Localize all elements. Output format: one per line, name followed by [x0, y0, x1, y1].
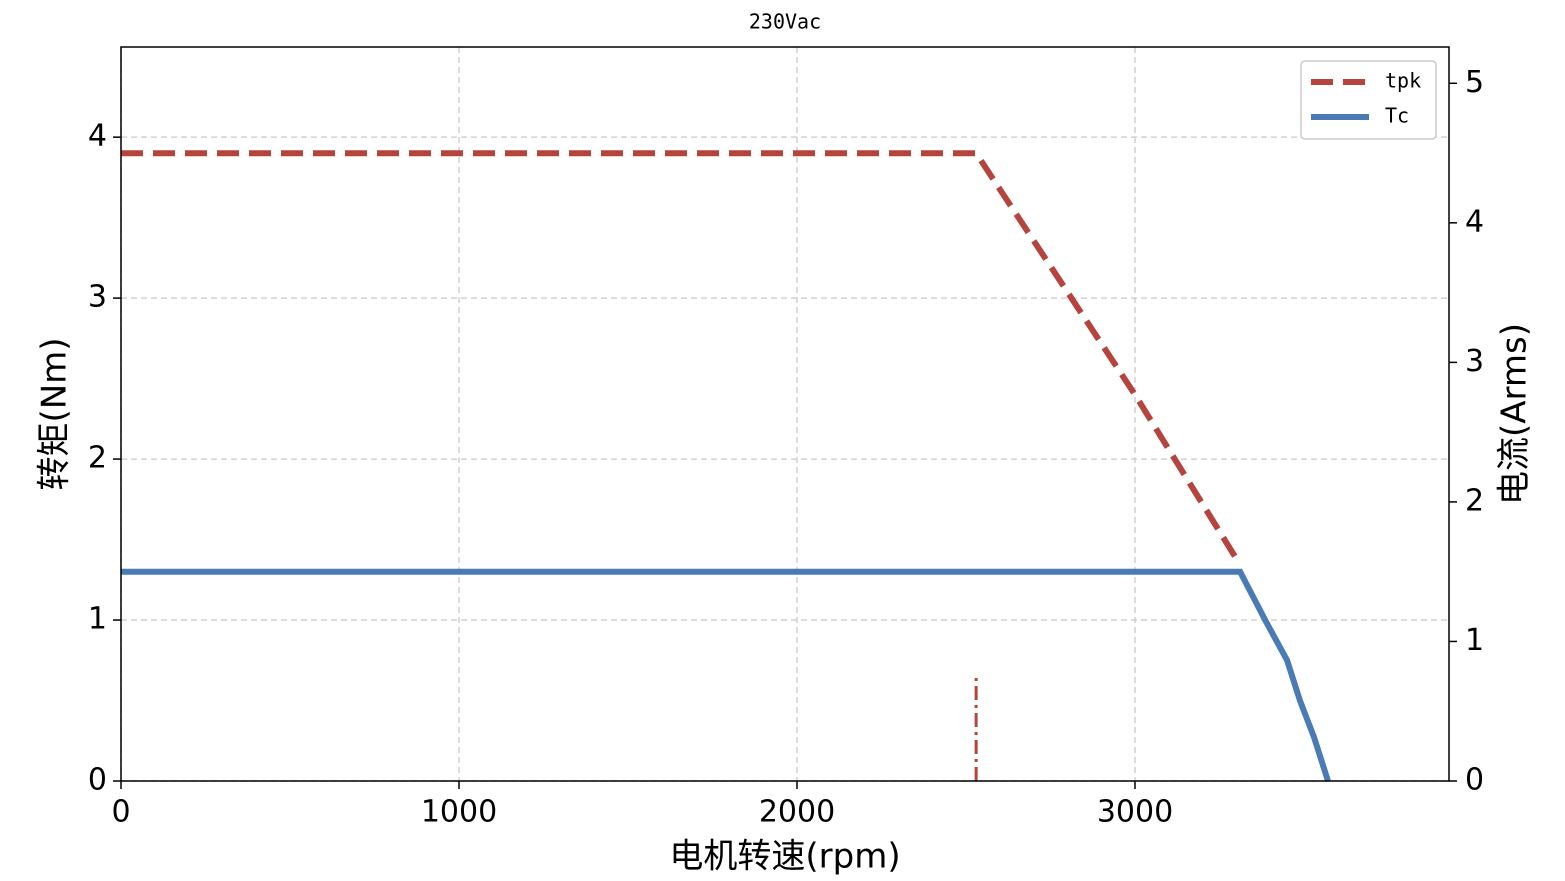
chart-title: 230Vac	[749, 10, 821, 34]
y-tick-label: 1	[88, 602, 107, 637]
y-tick-label: 0	[88, 763, 107, 798]
series-line	[121, 568, 1331, 782]
x-tick-label: 0	[111, 795, 130, 830]
y2-tick-label: 1	[1465, 623, 1484, 658]
y2-axis-label: 电流(Arms)	[1495, 323, 1535, 505]
y2-tick-label: 2	[1465, 483, 1484, 518]
legend-label: tpk	[1385, 69, 1421, 93]
series-line	[121, 150, 1239, 561]
y-tick-label: 2	[88, 441, 107, 476]
y2-tick-label: 4	[1465, 204, 1484, 239]
x-tick-label: 1000	[421, 795, 497, 830]
y2-tick-label: 5	[1465, 65, 1484, 100]
x-tick-label: 2000	[759, 795, 835, 830]
legend-label: Tc	[1385, 104, 1409, 128]
x-tick-label: 3000	[1097, 795, 1173, 830]
y2-tick-label: 0	[1465, 763, 1484, 798]
y-axis-label: 转矩(Nm)	[35, 337, 75, 490]
x-axis-label: 电机转速(rpm)	[669, 837, 900, 877]
y-tick-label: 4	[88, 119, 107, 154]
y-tick-label: 3	[88, 280, 107, 315]
y2-tick-label: 3	[1465, 344, 1484, 379]
plot-frame	[120, 46, 1450, 782]
